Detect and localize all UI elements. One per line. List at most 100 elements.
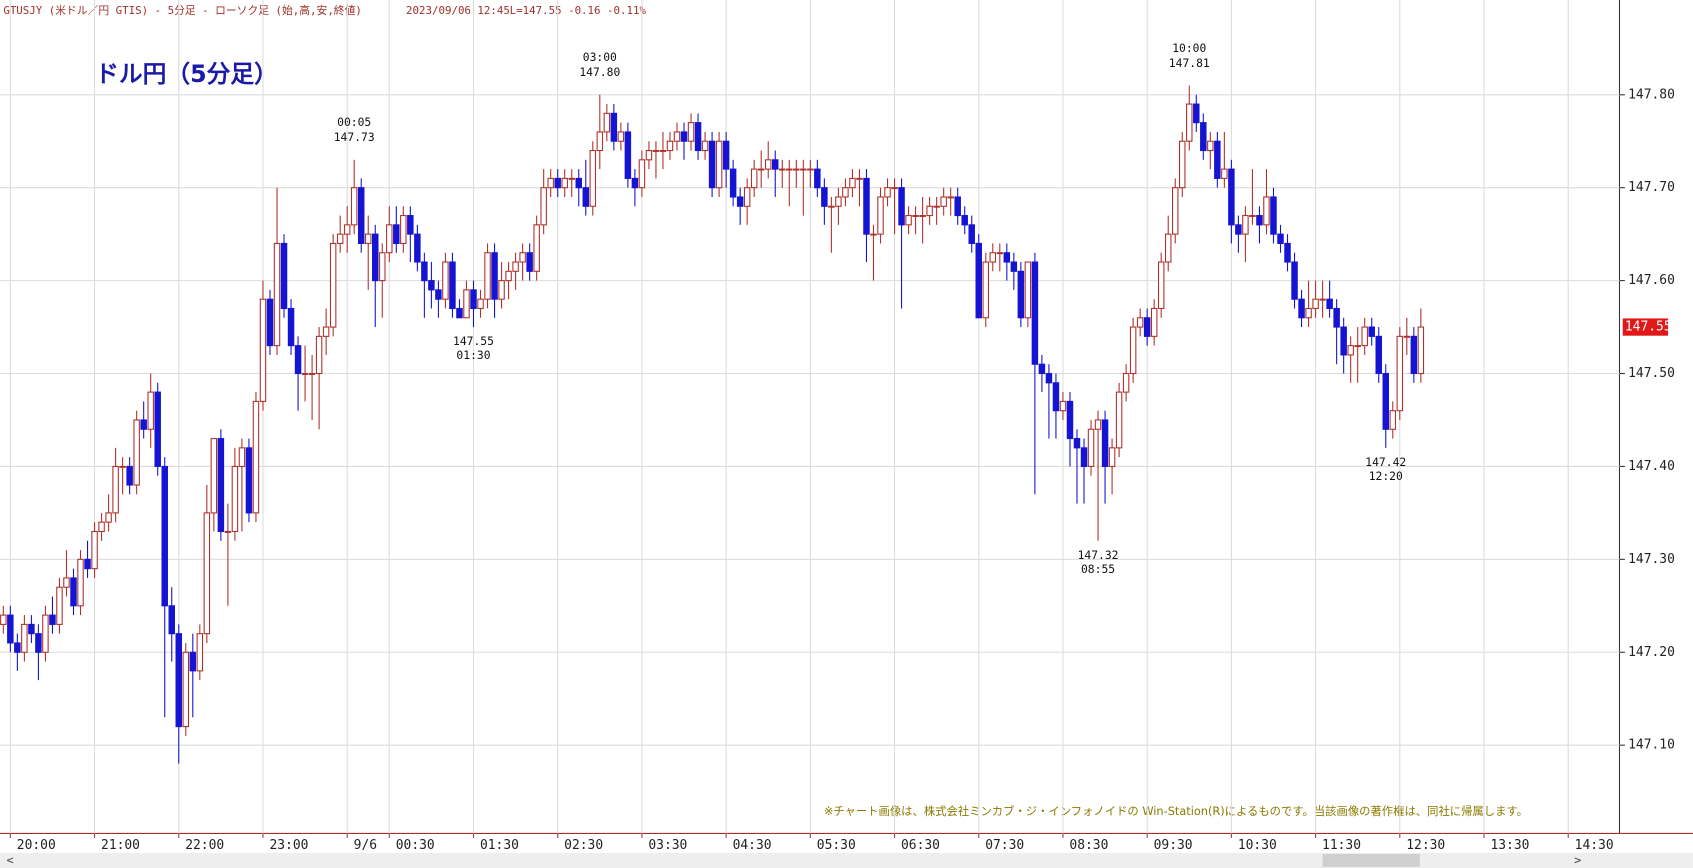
candle-body [442,261,449,300]
candle-body [421,261,428,282]
candle-body [821,187,828,207]
candle-body [203,512,211,635]
candle-body [119,465,126,468]
candle-body [856,177,863,180]
candle-body [1354,345,1361,348]
candle-body [1256,215,1263,226]
candle-body [98,521,105,533]
candle-body [1010,261,1018,272]
candle-body [1073,438,1081,449]
candle-body [849,177,856,189]
x-tick-label: 22:00 [185,838,224,853]
candle-body [189,651,197,672]
y-tick-label: 147.20 [1628,645,1675,660]
candle-body [56,586,63,625]
candle-body [7,614,14,644]
x-tick-label: 00:30 [396,838,435,853]
scrollbar[interactable] [0,852,1693,868]
candle-body [1101,419,1109,467]
candle-body [259,298,267,402]
candle-body [624,131,632,179]
candle-body [400,215,407,244]
candle-body [133,419,140,486]
candle-body [1031,261,1039,365]
candle-body [1305,307,1312,319]
annotation-price: 147.55 [453,334,494,348]
x-tick-label: 23:00 [269,838,308,853]
candle-body [1298,298,1305,319]
candle-body [659,149,667,152]
candle-body [491,252,498,300]
candle-body [301,372,309,375]
header-quote: L=147.55 -0.16 -0.11% [510,4,647,17]
candle-body [1291,261,1298,300]
candle-body [147,391,154,430]
candle-body [919,215,926,217]
x-tick-label: 21:00 [101,838,140,853]
candle-body [1375,335,1382,375]
candle-body [414,233,421,263]
candle-body [463,289,470,319]
annotation-price: 147.42 [1365,455,1406,469]
candle-body [168,605,175,635]
candle-body [772,159,779,170]
candle-body [498,280,505,300]
candle-body [1066,400,1074,440]
scroll-left[interactable]: < [7,853,14,867]
x-tick-label: 10:30 [1238,838,1277,853]
candle-body [294,345,302,375]
candle-body [596,131,604,152]
candle-body [140,419,147,430]
candle-body [175,633,183,728]
candle-body [680,131,688,142]
candle-body [386,224,393,254]
scroll-thumb[interactable] [1322,853,1420,867]
x-tick-label: 11:30 [1322,838,1361,853]
candle-body [1003,252,1011,263]
candle-body [0,614,7,625]
candle-body [1164,233,1172,263]
candle-body [645,149,653,161]
candle-body [126,465,133,486]
candle-body [112,465,119,514]
x-tick-label: 07:30 [985,838,1024,853]
scroll-right[interactable]: > [1574,853,1581,867]
candle-body [1382,372,1390,430]
y-tick-label: 147.40 [1628,459,1675,474]
candle-body [407,215,414,235]
candle-body [764,159,772,170]
candle-body [779,168,786,171]
candle-body [905,215,912,226]
candle-body [793,168,800,171]
candle-body [575,177,582,189]
candle-body [722,140,730,170]
candle-body [322,326,330,337]
candle-body [224,530,232,533]
candle-body [617,131,625,142]
candle-body [631,177,639,189]
candle-body [1263,196,1270,226]
candle-body [1221,168,1228,179]
candle-body [961,215,968,226]
candle-body [1200,122,1207,152]
candle-body [1333,307,1340,328]
candle-body [954,196,961,217]
candle-body [638,159,646,189]
annotation-price: 147.80 [579,65,620,79]
y-tick-label: 147.60 [1628,273,1675,288]
x-tick-label: 13:30 [1490,838,1529,853]
candle-body [343,224,351,235]
candle-body [975,242,982,319]
candle-body [336,233,344,244]
candle-body [968,224,975,244]
candle-body [329,242,337,328]
candle-body [526,252,533,272]
x-tick-label: 03:30 [648,838,687,853]
candle-body [1270,196,1277,235]
candle-body [77,558,84,607]
annotation-price: 147.32 [1078,548,1119,562]
candle-body [1087,428,1095,467]
candle-body [743,187,751,207]
